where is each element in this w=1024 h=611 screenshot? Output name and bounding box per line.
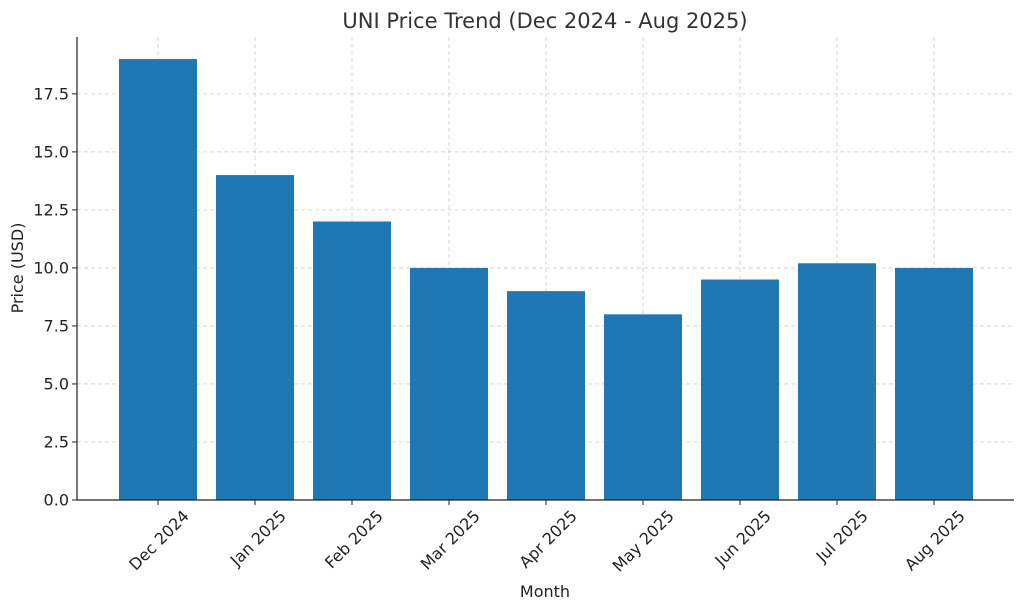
bar-jan-2025 [216, 175, 294, 501]
y-axis-label: Price (USD) [8, 223, 27, 314]
x-tick-label: Jun 2025 [711, 506, 775, 570]
x-ticks: Dec 2024 Jan 2025 Feb 2025 Mar 2025 Apr 2025… [125, 500, 969, 576]
x-tick-label: Feb 2025 [321, 506, 387, 572]
y-ticks: 0.0 2.5 5.0 7.5 10.0 12.5 15.0 17.5 [33, 84, 77, 510]
x-tick-label: Aug 2025 [901, 506, 969, 574]
y-tick-label: 12.5 [33, 200, 69, 219]
bar-jun-2025 [701, 279, 779, 500]
bar-may-2025 [604, 314, 682, 500]
x-tick-label: Mar 2025 [417, 506, 484, 573]
bar-apr-2025 [507, 291, 585, 500]
x-tick-label: May 2025 [609, 506, 678, 575]
x-tick-label: Jan 2025 [226, 506, 290, 570]
x-tick-label: Apr 2025 [515, 506, 580, 571]
y-tick-label: 15.0 [33, 142, 69, 161]
bar-dec-2024 [119, 59, 197, 501]
bar-feb-2025 [313, 221, 391, 500]
x-tick-label: Jul 2025 [812, 506, 872, 566]
bars-layer [119, 59, 973, 501]
x-tick-label: Dec 2024 [125, 506, 193, 574]
y-tick-label: 0.0 [44, 491, 69, 510]
bar-mar-2025 [410, 267, 488, 500]
y-tick-label: 10.0 [33, 258, 69, 277]
y-tick-label: 17.5 [33, 84, 69, 103]
y-tick-label: 5.0 [44, 374, 69, 393]
bar-jul-2025 [798, 263, 876, 500]
bar-aug-2025 [895, 267, 973, 500]
x-axis-label: Month [520, 582, 570, 601]
y-tick-label: 7.5 [44, 316, 69, 335]
chart-title: UNI Price Trend (Dec 2024 - Aug 2025) [342, 9, 747, 33]
y-tick-label: 2.5 [44, 432, 69, 451]
